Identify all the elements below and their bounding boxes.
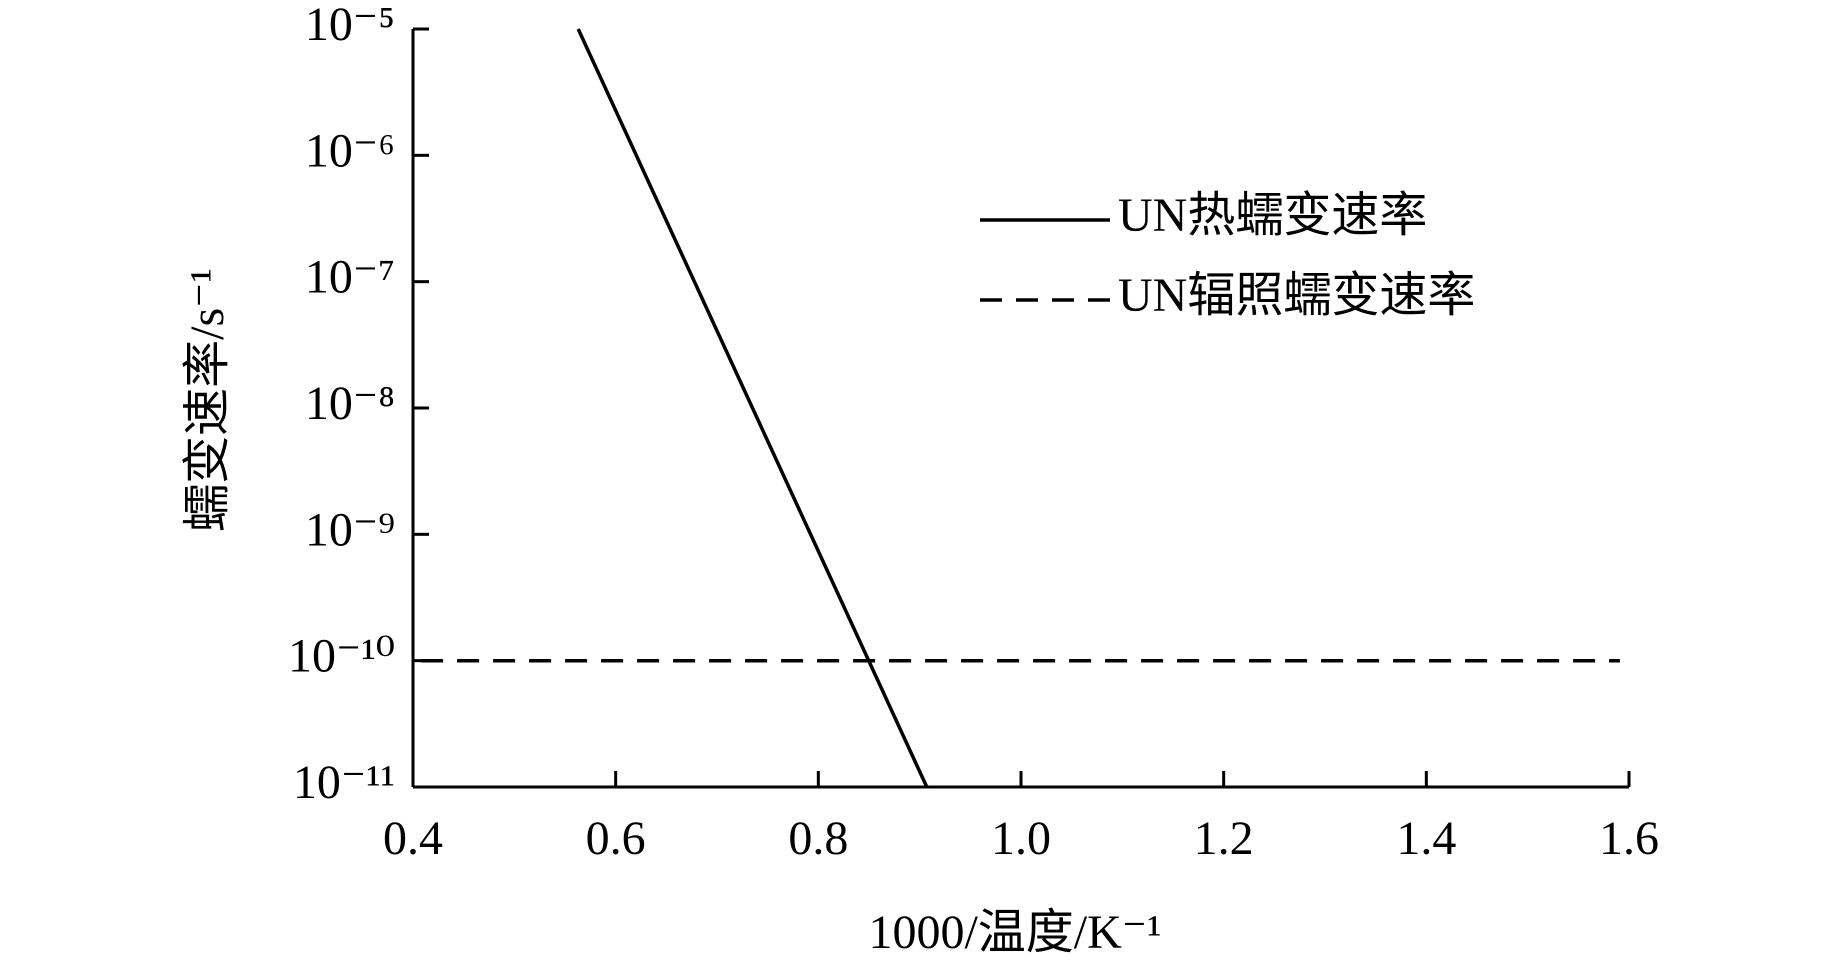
- x-tick-label: 0.6: [586, 812, 646, 865]
- series-line: [576, 28, 929, 788]
- y-tick-label: 10⁻⁷: [305, 251, 395, 304]
- x-tick-label: 0.4: [383, 812, 443, 865]
- y-tick-label: 10⁻⁹: [305, 503, 395, 556]
- y-tick-label: 10⁻⁸: [305, 377, 395, 430]
- x-axis-label: 1000/温度/K⁻¹: [868, 906, 1161, 959]
- y-tick-label: 10⁻⁵: [305, 0, 395, 51]
- legend-label: UN热蠕变速率: [1118, 189, 1427, 242]
- y-tick-label: 10⁻¹¹: [293, 756, 395, 809]
- legend-label: UN辐照蠕变速率: [1118, 269, 1475, 322]
- y-tick-label: 10⁻⁶: [305, 124, 395, 177]
- y-axis-label: 蠕变速率/s⁻¹: [181, 268, 234, 532]
- x-tick-label: 1.2: [1194, 812, 1254, 865]
- x-tick-label: 1.4: [1396, 812, 1456, 865]
- x-tick-label: 0.8: [788, 812, 848, 865]
- y-tick-label: 10⁻¹⁰: [288, 630, 395, 683]
- x-tick-label: 1.0: [991, 812, 1051, 865]
- x-tick-label: 1.6: [1599, 812, 1659, 865]
